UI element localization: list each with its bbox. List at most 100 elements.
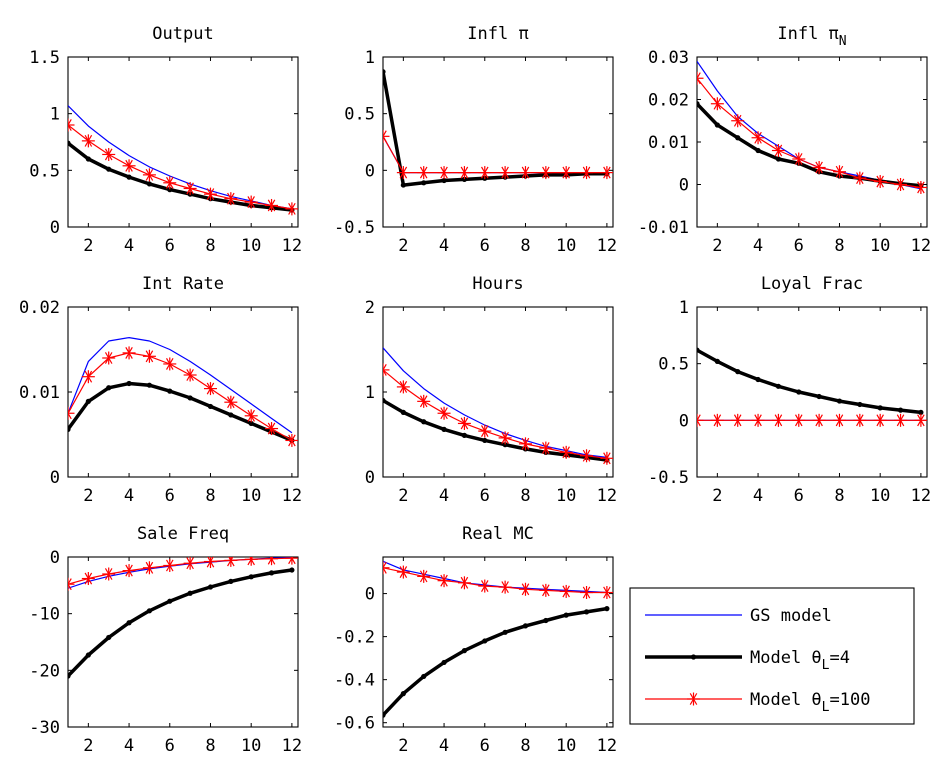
axis-box: [67, 556, 299, 728]
point-m4: [461, 176, 468, 182]
point-m100: [580, 586, 594, 600]
x-tick-label: 12: [282, 486, 302, 506]
point-m100: [265, 198, 279, 212]
y-tick-label: 1: [679, 298, 689, 318]
point-m100: [285, 202, 298, 216]
point-m4: [522, 623, 529, 629]
point-m100: [396, 380, 410, 394]
point-m4: [441, 177, 447, 184]
point-m4: [441, 659, 447, 666]
point-m100: [731, 413, 745, 427]
point-m100: [873, 175, 887, 189]
x-tick-label: 10: [556, 236, 576, 256]
point-m100: [244, 557, 258, 566]
point-m100: [285, 557, 298, 565]
point-m4: [146, 608, 153, 614]
x-tick-label: 4: [124, 736, 134, 756]
plot-area: [68, 557, 298, 679]
point-m4: [583, 609, 590, 615]
point-m100: [437, 406, 451, 420]
point-m4: [502, 442, 508, 448]
y-tick-label: 0.5: [29, 161, 60, 181]
point-m100: [539, 166, 553, 180]
point-m100: [457, 416, 471, 430]
y-tick-label: -30: [29, 718, 60, 738]
panel-title: Infl πN: [777, 24, 846, 49]
point-m4: [228, 578, 234, 584]
point-m4: [167, 187, 173, 193]
point-m100: [914, 413, 927, 427]
point-m100: [812, 161, 826, 174]
legend-marker-m100: [687, 692, 700, 706]
point-m4: [857, 401, 863, 408]
point-m100: [853, 171, 867, 185]
y-tick-label: -20: [29, 661, 60, 681]
x-tick-label: 10: [241, 736, 261, 756]
point-m100: [873, 413, 887, 427]
point-m100: [600, 451, 613, 465]
point-m4: [714, 358, 720, 364]
x-tick-label: 8: [520, 736, 530, 756]
point-m4: [604, 606, 610, 612]
x-tick-label: 12: [597, 486, 617, 506]
legend-label-m4: Model θL=4: [750, 648, 850, 673]
y-tick-label: -0.5: [334, 218, 375, 238]
x-tick-label: 12: [282, 736, 302, 756]
series-line-m4: [383, 71, 607, 187]
point-m4: [400, 691, 406, 697]
plot-area: [697, 60, 927, 194]
series-line-gs: [383, 347, 607, 458]
point-m4: [697, 101, 700, 107]
axis-box: [382, 56, 614, 228]
plot-area: [383, 347, 613, 465]
point-m100: [244, 195, 258, 209]
x-tick-label: 6: [794, 486, 804, 506]
point-m100: [771, 144, 785, 157]
y-tick-label: 1.5: [29, 48, 60, 68]
point-m100: [142, 561, 156, 575]
x-tick-label: 4: [124, 486, 134, 506]
point-m100: [559, 445, 573, 459]
x-tick-label: 6: [794, 236, 804, 256]
x-tick-label: 6: [480, 736, 490, 756]
x-tick-label: 12: [911, 486, 931, 506]
point-m100: [102, 147, 116, 161]
x-tick-label: 2: [712, 236, 722, 256]
point-m100: [518, 582, 532, 596]
point-m100: [894, 178, 908, 191]
point-m100: [539, 583, 553, 597]
panel-title: Real MC: [462, 524, 534, 544]
x-tick-label: 8: [520, 486, 530, 506]
point-m4: [735, 135, 741, 141]
series-line-gs: [697, 60, 922, 190]
point-m100: [832, 413, 846, 427]
point-m100: [224, 557, 238, 567]
point-m4: [461, 648, 468, 654]
point-m100: [163, 176, 177, 190]
point-m4: [836, 398, 843, 404]
panel-7: 2 4 6 8 10 12 -0.6 -0.4 -0.2 0 Real MC: [334, 524, 617, 756]
point-m4: [400, 409, 406, 415]
point-m4: [85, 652, 91, 658]
point-m4: [755, 147, 761, 154]
x-tick-label: 8: [520, 236, 530, 256]
y-tick-label: 1: [365, 48, 375, 68]
point-m100: [559, 166, 573, 180]
plot-area: [68, 105, 298, 216]
panel-title: Sale Freq: [137, 524, 229, 544]
point-m100: [710, 413, 724, 427]
point-m4: [106, 385, 112, 391]
series-line-m4: [383, 398, 608, 462]
x-tick-label: 6: [165, 236, 175, 256]
point-m100: [224, 192, 238, 206]
legend: GS model Model θL=4 Model θL=100: [629, 587, 915, 725]
point-m100: [203, 557, 217, 569]
point-m100: [792, 152, 806, 166]
point-m100: [580, 166, 594, 180]
point-m100: [183, 368, 197, 382]
plot-area: [383, 69, 613, 188]
point-m100: [285, 433, 298, 447]
series-line-m100: [68, 557, 292, 585]
y-tick-label: -0.6: [334, 714, 375, 734]
series-line-gs: [383, 560, 607, 594]
